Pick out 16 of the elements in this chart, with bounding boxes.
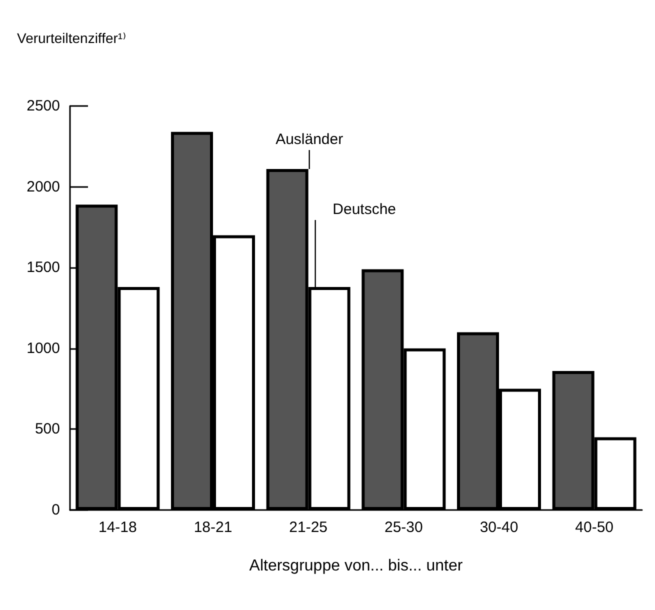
y-tick-label: 0 (52, 502, 60, 518)
series-label: Ausländer (276, 131, 344, 148)
x-tick-label: 30-40 (480, 519, 518, 536)
x-tick-label: 14-18 (98, 519, 137, 536)
y-tick-label: 2500 (26, 98, 60, 114)
x-tick-label: 18-21 (194, 519, 232, 536)
y-tick-label: 1500 (26, 259, 60, 276)
x-tick-label: 21-25 (289, 519, 328, 536)
y-tick-label: 2000 (26, 178, 60, 196)
text: Deutsche (332, 200, 396, 218)
y-tick-label: 500 (34, 420, 60, 438)
y-axis-title: Verurteiltenziffer¹⁾ (17, 30, 126, 46)
x-tick-label: 25-30 (384, 519, 423, 536)
x-tick-label: 40-50 (575, 519, 614, 536)
y-tick-label: 1000 (26, 340, 60, 357)
x-axis-title: Altersgruppe von... bis... unter (249, 558, 464, 574)
